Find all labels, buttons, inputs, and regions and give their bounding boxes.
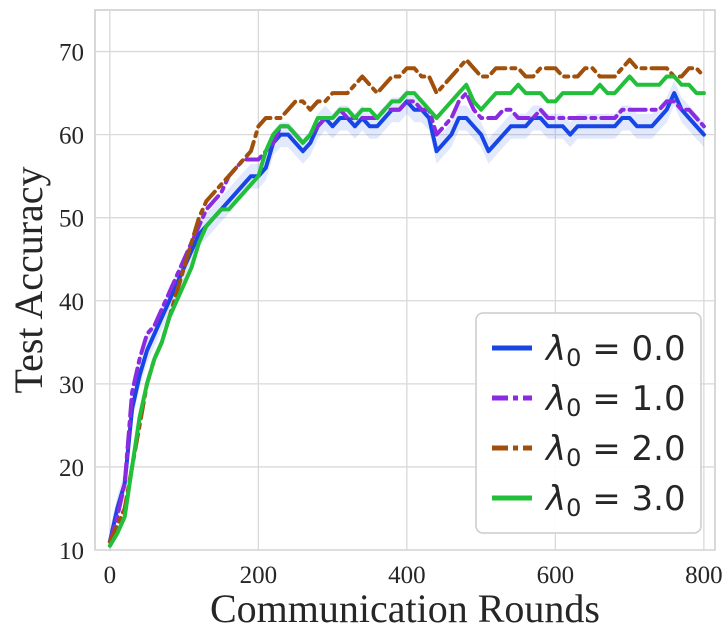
y-tick-label: 30 <box>59 372 84 399</box>
y-tick-label: 50 <box>59 206 84 233</box>
y-tick-label: 60 <box>59 123 84 150</box>
legend-entry-label: λ0 = 3.0 <box>544 479 686 522</box>
y-tick-label: 10 <box>59 538 84 565</box>
series-line <box>107 74 706 548</box>
legend-entry-label: λ0 = 2.0 <box>544 429 686 472</box>
series-line <box>107 91 706 544</box>
legend-entry-label: λ0 = 0.0 <box>544 329 686 372</box>
x-tick-label: 600 <box>537 562 575 589</box>
y-tick-label: 70 <box>59 40 84 67</box>
y-tick-label: 20 <box>59 455 84 482</box>
x-tick-label: 0 <box>104 562 117 589</box>
y-axis-label: Test Accuracy <box>6 166 51 393</box>
x-tick-label: 800 <box>685 562 723 589</box>
x-tick-label: 200 <box>240 562 278 589</box>
legend-box <box>475 312 702 534</box>
series-lines <box>107 57 706 548</box>
x-tick-labels: 0 200 400 600 800 <box>104 562 723 589</box>
legend: λ0 = 0.0 λ0 = 1.0 λ0 = 2.0 λ0 = 3.0 <box>475 312 702 534</box>
y-tick-label: 40 <box>59 289 84 316</box>
y-tick-labels: 10 20 30 40 50 60 70 <box>59 40 84 565</box>
x-axis-label: Communication Rounds <box>210 586 600 631</box>
series-line <box>107 57 706 544</box>
x-tick-label: 400 <box>388 562 426 589</box>
legend-entry-label: λ0 = 1.0 <box>544 379 686 422</box>
